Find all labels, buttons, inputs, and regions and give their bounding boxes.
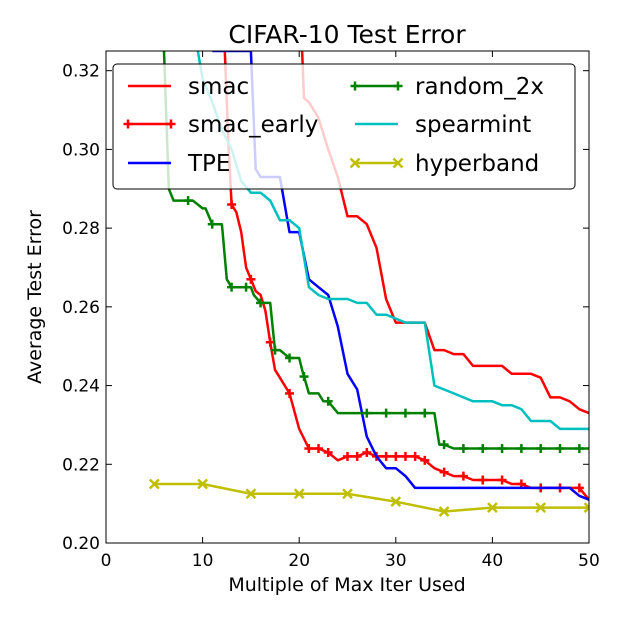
legend-item-tpe: TPE [128,151,230,177]
data-point [241,282,251,292]
legend-label: TPE [187,151,230,177]
data-point [245,488,257,500]
y-tick-label: 0.24 [62,377,100,397]
data-point [535,502,547,513]
y-axis-label: Average Test Error [24,210,46,384]
data-point [293,488,305,500]
legend-marker [349,157,361,169]
data-point [227,282,237,292]
legend-item-hyperband: hyperband [349,151,539,177]
data-point [536,444,546,454]
legend-item-smac-early: smac_early [123,112,318,138]
legend-label: smac_early [188,112,318,138]
data-point [352,451,362,461]
series-hyperband [148,478,589,517]
data-point [381,408,391,418]
data-point [400,408,410,418]
data-point [400,451,410,461]
legend-box [112,63,576,190]
legend-marker [123,119,133,129]
legend-marker [393,81,403,91]
legend-item-random-2x: random_2x [350,74,544,100]
data-point [362,447,372,457]
data-point [343,451,352,461]
data-point [285,353,295,363]
legend-label: random_2x [415,74,544,100]
data-point [304,444,314,454]
series-line-spearmint [196,51,589,431]
y-tick-label: 0.26 [62,298,100,318]
series-random-2x [162,51,589,454]
plot-frame [105,50,590,544]
data-point [458,444,468,454]
legend-label: smac [188,74,249,100]
legend-item-smac: smac [128,74,249,100]
legend-marker [166,119,176,129]
data-point [197,478,208,490]
x-axis-label: Multiple of Max Iter Used [228,574,465,596]
x-tick-label: 10 [192,551,214,571]
x-tick-label: 20 [288,551,310,571]
data-point [285,388,295,398]
y-tick-label: 0.30 [62,140,100,160]
data-point [410,451,420,461]
data-point [381,451,391,461]
data-point [342,488,353,500]
data-point [362,408,372,418]
data-point [497,444,507,454]
legend-label: hyperband [415,151,539,177]
data-point [246,274,256,284]
data-point [391,451,401,461]
data-point [148,478,160,490]
data-point [207,219,217,229]
legend-marker [350,81,360,91]
series-line-hyperband [154,482,589,513]
data-point [478,475,488,485]
data-point [439,467,449,477]
x-tick-label: 50 [578,551,600,571]
data-point [574,483,584,493]
data-point [497,475,507,485]
series-spearmint [196,51,589,431]
x-tick-label: 40 [482,551,504,571]
series-layer [148,51,589,517]
legend-marker [392,157,404,169]
data-point [183,196,193,206]
data-point [458,471,468,481]
chart-title: CIFAR-10 Test Error [228,20,466,49]
data-point [487,502,498,513]
y-tick-label: 0.20 [62,534,100,554]
data-point [574,444,584,454]
data-point [270,345,280,355]
data-point [420,408,430,418]
data-point [256,298,266,308]
data-point [323,396,333,406]
y-tick-label: 0.22 [62,455,100,475]
data-point [478,444,488,454]
data-point [583,502,589,513]
legend-label: spearmint [415,112,531,138]
legend: smac smac_early TPE random_2x spearmint hyper… [112,63,576,190]
legend-item-spearmint: spearmint [355,112,531,138]
data-point [555,444,565,454]
data-point [420,455,430,465]
data-point [314,444,324,454]
data-point [439,440,449,450]
x-tick-label: 0 [101,551,112,571]
y-tick-label: 0.32 [62,62,100,82]
ticks-layer: 0 10 20 30 40 50 0.20 0.22 0.24 0.26 0.28 0.30 0.32 [62,51,600,571]
data-point [323,447,333,457]
data-point [516,444,526,454]
y-tick-label: 0.28 [62,219,100,239]
data-point [227,200,237,210]
data-point [438,506,450,517]
x-tick-label: 30 [385,551,407,571]
data-point [390,496,402,508]
data-point [299,372,309,382]
